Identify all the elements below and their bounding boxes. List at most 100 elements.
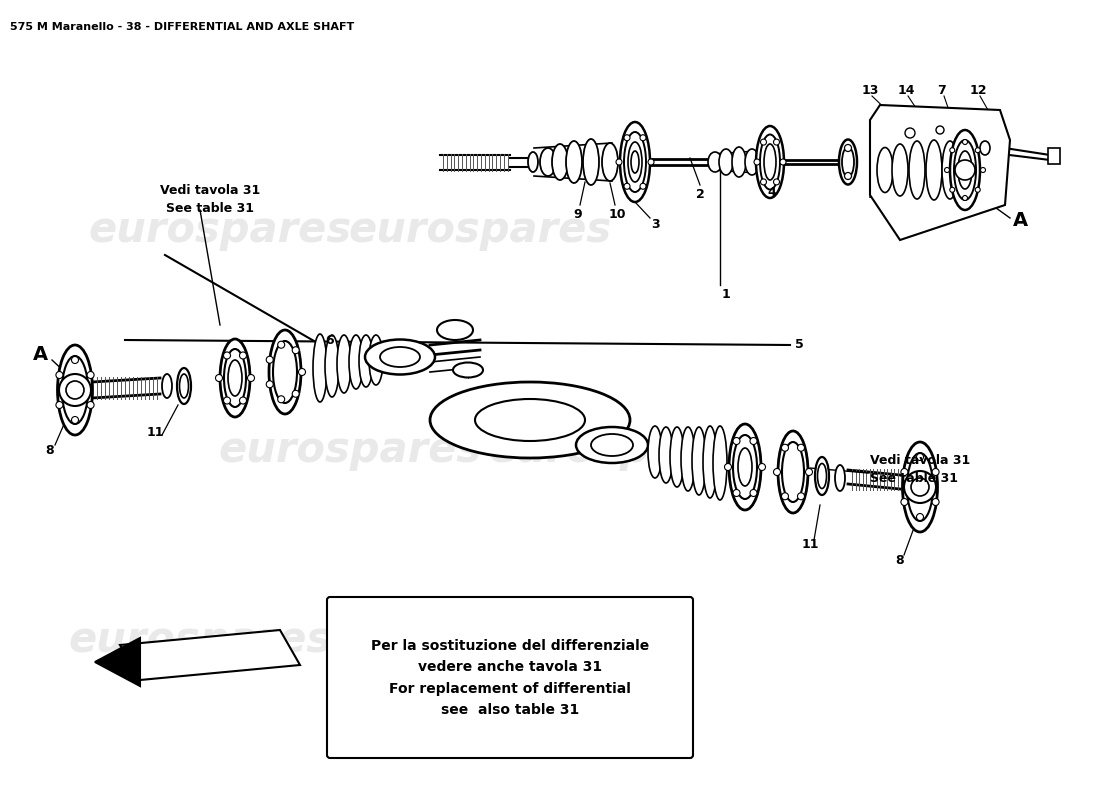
Text: 12: 12 xyxy=(969,83,987,97)
Circle shape xyxy=(72,357,78,363)
Ellipse shape xyxy=(162,374,172,398)
Circle shape xyxy=(932,498,939,506)
Circle shape xyxy=(949,148,955,153)
Text: 9: 9 xyxy=(574,209,582,222)
Circle shape xyxy=(293,390,299,398)
Ellipse shape xyxy=(437,320,473,340)
Circle shape xyxy=(798,444,804,451)
Text: 5: 5 xyxy=(795,338,804,351)
Ellipse shape xyxy=(314,334,327,402)
Text: 2: 2 xyxy=(695,189,704,202)
Text: 1: 1 xyxy=(722,289,730,302)
Ellipse shape xyxy=(540,148,556,176)
Ellipse shape xyxy=(760,134,780,190)
Ellipse shape xyxy=(591,434,632,456)
Ellipse shape xyxy=(368,335,383,385)
Circle shape xyxy=(945,167,949,173)
Ellipse shape xyxy=(583,139,600,185)
Polygon shape xyxy=(120,630,300,680)
Ellipse shape xyxy=(430,382,630,458)
Circle shape xyxy=(248,374,254,382)
Circle shape xyxy=(781,444,789,451)
Ellipse shape xyxy=(756,126,784,198)
Text: 8: 8 xyxy=(46,443,54,457)
Ellipse shape xyxy=(628,142,642,182)
Text: Per la sostituzione del differenziale
vedere anche tavola 31
For replacement of : Per la sostituzione del differenziale ve… xyxy=(371,639,649,717)
Circle shape xyxy=(298,369,306,375)
Circle shape xyxy=(240,397,246,404)
Circle shape xyxy=(904,471,936,503)
Text: eurospares: eurospares xyxy=(488,429,751,471)
Circle shape xyxy=(754,159,760,165)
Circle shape xyxy=(798,493,804,500)
Text: 7: 7 xyxy=(937,83,946,97)
Circle shape xyxy=(976,148,980,153)
Ellipse shape xyxy=(648,426,662,478)
Ellipse shape xyxy=(624,132,646,192)
Circle shape xyxy=(845,173,851,179)
Text: 11: 11 xyxy=(146,426,164,438)
Circle shape xyxy=(805,469,813,475)
Circle shape xyxy=(648,159,654,165)
Ellipse shape xyxy=(270,330,301,414)
Ellipse shape xyxy=(835,465,845,491)
Circle shape xyxy=(916,514,924,521)
Ellipse shape xyxy=(877,147,893,193)
Text: Vedi tavola 31
See table 31: Vedi tavola 31 See table 31 xyxy=(160,185,260,215)
Circle shape xyxy=(616,159,622,165)
Circle shape xyxy=(962,195,968,201)
Circle shape xyxy=(916,454,924,461)
Circle shape xyxy=(936,126,944,134)
Circle shape xyxy=(980,167,986,173)
Circle shape xyxy=(640,183,646,190)
Ellipse shape xyxy=(576,427,648,463)
Circle shape xyxy=(750,438,757,445)
Ellipse shape xyxy=(738,448,752,486)
Ellipse shape xyxy=(552,144,568,180)
Ellipse shape xyxy=(909,141,925,199)
Ellipse shape xyxy=(764,144,776,180)
Ellipse shape xyxy=(379,347,420,367)
Circle shape xyxy=(750,490,757,497)
Ellipse shape xyxy=(337,335,351,393)
Circle shape xyxy=(66,381,84,399)
Ellipse shape xyxy=(359,335,373,387)
Ellipse shape xyxy=(228,360,242,396)
Text: A: A xyxy=(32,346,47,365)
Text: eurospares: eurospares xyxy=(349,209,612,251)
Ellipse shape xyxy=(732,147,746,177)
Ellipse shape xyxy=(692,427,706,495)
Ellipse shape xyxy=(365,339,435,374)
Ellipse shape xyxy=(908,453,933,521)
Circle shape xyxy=(223,397,231,404)
Circle shape xyxy=(845,145,851,151)
Circle shape xyxy=(949,187,955,192)
Ellipse shape xyxy=(778,431,808,513)
Ellipse shape xyxy=(950,130,980,210)
Text: 11: 11 xyxy=(801,538,818,551)
Circle shape xyxy=(760,139,767,145)
Ellipse shape xyxy=(842,147,854,177)
Ellipse shape xyxy=(453,362,483,378)
Text: A: A xyxy=(1012,210,1027,230)
Circle shape xyxy=(56,402,63,409)
Ellipse shape xyxy=(703,426,717,498)
Circle shape xyxy=(223,352,231,359)
Ellipse shape xyxy=(349,335,363,389)
Ellipse shape xyxy=(566,141,582,183)
Circle shape xyxy=(277,396,285,402)
Text: eurospares: eurospares xyxy=(368,619,631,661)
Text: eurospares: eurospares xyxy=(88,209,352,251)
Circle shape xyxy=(773,139,780,145)
Circle shape xyxy=(277,342,285,348)
Circle shape xyxy=(733,490,740,497)
Circle shape xyxy=(932,469,939,475)
Ellipse shape xyxy=(602,143,618,181)
Ellipse shape xyxy=(620,122,650,202)
Ellipse shape xyxy=(839,139,857,185)
Circle shape xyxy=(624,183,630,190)
Text: 4: 4 xyxy=(768,186,777,198)
Ellipse shape xyxy=(815,457,829,495)
Circle shape xyxy=(955,160,975,180)
Circle shape xyxy=(216,374,222,382)
